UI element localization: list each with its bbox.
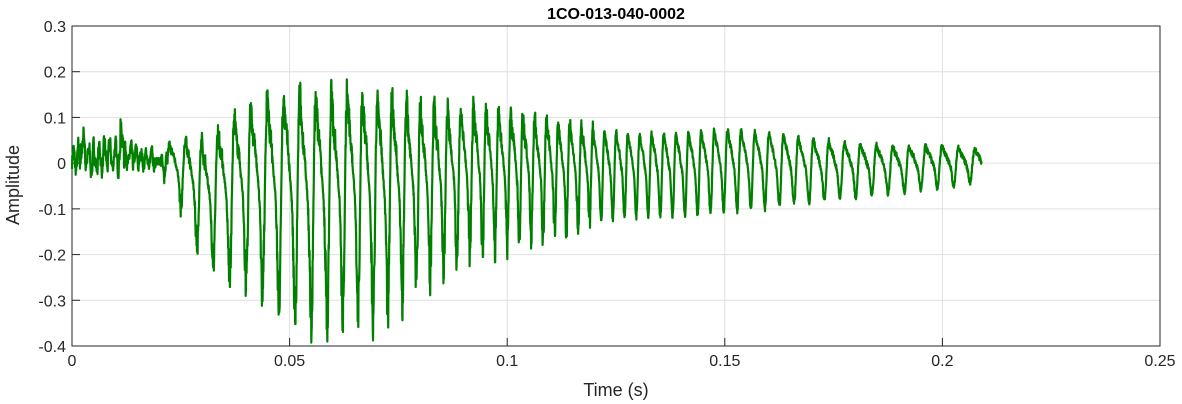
y-tick-label: -0.3 — [38, 293, 66, 310]
x-tick-label: 0.15 — [709, 353, 740, 370]
x-axis-ticks: 0 0.05 0.1 0.15 0.2 0.25 — [68, 338, 1176, 370]
y-tick-label: -0.4 — [38, 339, 66, 356]
y-tick-label: -0.1 — [38, 202, 66, 219]
chart-title: 1CO-013-040-0002 — [547, 6, 685, 23]
x-tick-label: 0 — [68, 353, 77, 370]
y-tick-label: 0.1 — [44, 110, 66, 127]
plot-area — [71, 25, 1161, 347]
x-tick-label: 0.05 — [274, 353, 305, 370]
x-tick-label: 0.25 — [1144, 353, 1175, 370]
x-tick-label: 0.1 — [496, 353, 518, 370]
waveform-line — [70, 78, 983, 344]
x-axis-label: Time (s) — [583, 380, 648, 400]
y-tick-label: 0.2 — [44, 65, 66, 82]
x-tick-label: 0.2 — [931, 353, 953, 370]
grid-lines — [71, 25, 1161, 347]
y-axis-ticks: -0.4 -0.3 -0.2 -0.1 0 0.1 0.2 0.3 — [38, 19, 80, 356]
y-axis-label: Amplitude — [3, 145, 23, 225]
y-tick-label: 0.3 — [44, 19, 66, 36]
y-tick-label: 0 — [57, 156, 66, 173]
y-tick-label: -0.2 — [38, 248, 66, 265]
